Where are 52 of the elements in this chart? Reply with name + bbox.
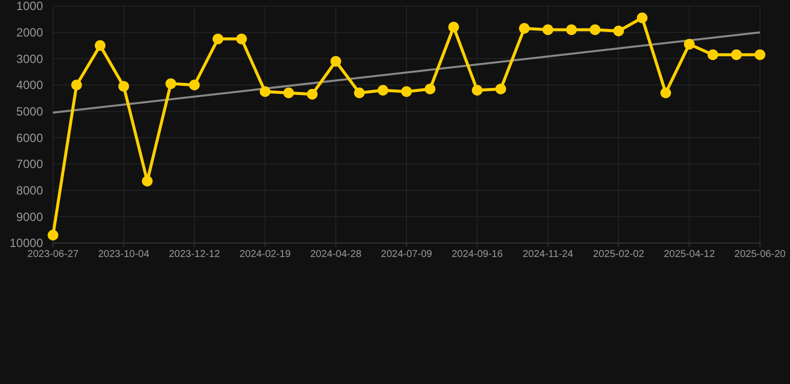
point <box>472 84 483 96</box>
point <box>94 40 106 51</box>
point <box>684 38 695 50</box>
x-tick-label: 2023-12-12 <box>168 249 220 260</box>
y-tick-label: 8000 <box>16 184 44 198</box>
point <box>731 49 742 60</box>
x-tick-label: 2024-02-19 <box>240 249 292 260</box>
point <box>260 86 270 97</box>
point <box>48 230 58 240</box>
x-tick-label: 2025-06-20 <box>734 249 786 260</box>
point <box>330 56 342 67</box>
point <box>660 88 672 98</box>
x-tick-label: 2023-06-27 <box>27 249 80 260</box>
x-tick-label: 2025-04-12 <box>664 249 716 260</box>
point <box>708 49 718 60</box>
point <box>424 84 436 94</box>
point <box>613 26 624 36</box>
point <box>236 34 247 44</box>
y-tick-label: 1000 <box>16 0 44 14</box>
y-tick-label: 6000 <box>16 130 44 145</box>
point <box>142 176 153 186</box>
point <box>212 34 224 44</box>
x-tick-label: 2024-07-09 <box>380 249 433 260</box>
x-tick-label: 2024-09-16 <box>452 249 504 260</box>
point <box>636 12 648 24</box>
y-tick-label: 3000 <box>16 52 44 66</box>
point <box>189 80 200 90</box>
point <box>566 24 577 36</box>
point <box>754 49 766 60</box>
point <box>71 80 82 90</box>
point <box>118 80 130 92</box>
x-tick-label: 2024-04-28 <box>310 249 362 260</box>
y-tick-label: 2000 <box>16 26 44 40</box>
y-tick-label: 5000 <box>16 104 44 119</box>
y-tick-label: 9000 <box>16 210 44 224</box>
point <box>518 23 530 34</box>
point <box>378 84 388 96</box>
point <box>401 86 412 97</box>
point <box>542 24 554 36</box>
point <box>306 88 318 100</box>
point <box>165 78 176 90</box>
y-tick-label: 10000 <box>10 236 44 250</box>
point <box>283 88 294 98</box>
point <box>495 84 506 94</box>
x-tick-label: 2023-10-04 <box>98 249 150 260</box>
x-tick-label: 2024-11-24 <box>522 249 574 260</box>
x-tick-label: 2025-02-02 <box>593 249 645 260</box>
point <box>590 24 600 36</box>
point <box>448 22 459 32</box>
y-tick-label: 4000 <box>16 78 44 92</box>
point <box>354 88 365 98</box>
y-tick-label: 7000 <box>16 157 44 172</box>
